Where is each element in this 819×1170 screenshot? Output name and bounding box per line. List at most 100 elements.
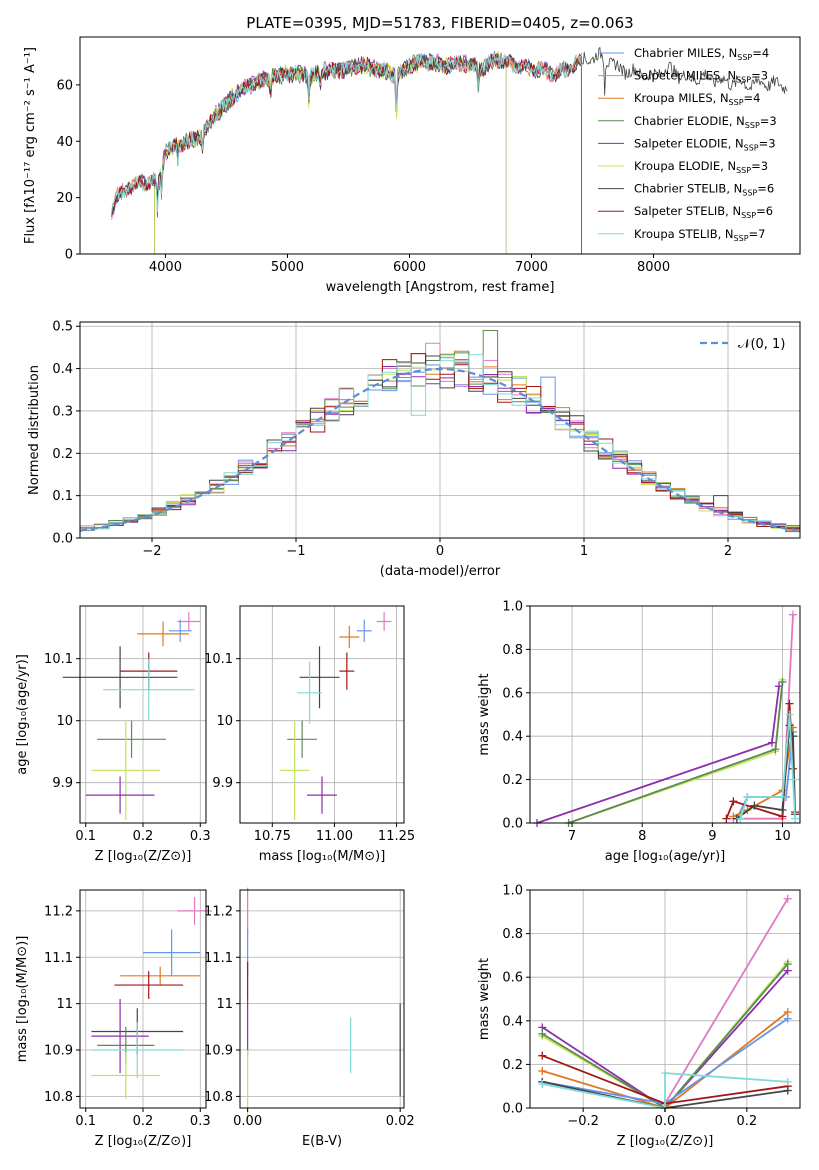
y-axis-label: age [log₁₀(age/yr)] [15, 654, 30, 775]
mass-weight-marker [767, 738, 776, 747]
y-tick-label: 1.0 [502, 600, 523, 615]
x-axis-label: Z [log₁₀(Z/Z⊙)] [95, 849, 192, 864]
x-axis-label: Z [log₁₀(Z/Z⊙)] [95, 1134, 192, 1149]
y-tick-label: 1.0 [502, 884, 523, 899]
mass-weight-series-line [733, 727, 794, 818]
errorbar-point [120, 966, 201, 986]
spectrum-panel: 4000 5000 6000 7000 8000 0 20 40 60 wavelength [A… [23, 36, 801, 295]
mass-weight-marker [736, 814, 745, 823]
y-tick-label: 11.2 [44, 904, 73, 919]
mass-weight-marker [783, 960, 792, 969]
x-tick-label: 8000 [637, 260, 670, 275]
legend-entry: Kroupa STELIB, NSSP=7 [634, 227, 765, 243]
x-tick-label: 0.3 [190, 1114, 211, 1129]
x-tick-label: −0.2 [567, 1114, 599, 1129]
mass-weight-marker [778, 792, 787, 801]
mass-weight-marker [729, 797, 738, 806]
x-tick-label: 0.02 [386, 1114, 415, 1129]
y-tick-label: 0.4 [502, 730, 523, 745]
mass-weight-marker [788, 775, 797, 784]
errorbar-point [299, 646, 340, 709]
legend-entry: Chabrier MILES, NSSP=4 [634, 46, 769, 62]
axes-frame [239, 605, 405, 824]
mass-weight-marker [538, 1080, 547, 1089]
y-tick-label: 11 [216, 997, 233, 1012]
legend-entry: Salpeter MILES, NSSP=3 [634, 69, 768, 85]
mass-weight-marker [788, 610, 797, 619]
x-tick-label: 8 [638, 829, 646, 844]
legend-entry: Salpeter STELIB, NSSP=6 [634, 204, 773, 220]
x-tick-label: 2 [724, 544, 732, 559]
y-tick-label: 10.8 [204, 1090, 233, 1105]
age-vs-mass-panel: 10.75 11.00 11.25 9.9 10 10.1 mass [log₁₀(M/M⊙… [204, 605, 415, 864]
mass-weight-marker [771, 745, 780, 754]
y-tick-label: 0.8 [502, 927, 523, 942]
normal-curve [79, 367, 801, 532]
axes-frame [239, 889, 405, 1109]
errorbar-point [137, 621, 189, 647]
y-axis-label: Flux [fλ10⁻¹⁷ erg cm⁻² s⁻¹ A⁻¹] [23, 47, 38, 244]
y-axis-label: mass weight [477, 673, 492, 755]
mass-weight-marker [785, 710, 794, 719]
x-tick-label: 0.2 [133, 1114, 154, 1129]
y-tick-label: 0.5 [52, 320, 73, 335]
x-tick-label: 5000 [271, 260, 304, 275]
x-tick-label: 10 [774, 829, 791, 844]
errorbar-point [91, 999, 149, 1074]
y-tick-label: 0.2 [502, 773, 523, 788]
mass-weight-marker [778, 677, 787, 686]
mass-weight-marker [661, 1069, 669, 1078]
mass-weight-marker [538, 1066, 547, 1075]
errorbar-point [97, 720, 166, 758]
x-axis-label: (data-model)/error [380, 564, 501, 579]
x-tick-label: −2 [142, 544, 161, 559]
y-tick-label: 0.6 [502, 971, 523, 986]
mass-weight-marker [743, 792, 752, 801]
mass-vs-EBV-panel: 0.00 0.02 10.8 10.9 11 11.1 11.2 E(B-V) [204, 887, 415, 1149]
y-tick-label: 10.1 [44, 652, 73, 667]
y-tick-label: 0.1 [52, 489, 73, 504]
y-tick-label: 10 [56, 714, 73, 729]
mass-weight-marker [750, 801, 759, 810]
errorbar-point [177, 612, 201, 631]
x-tick-label: 0.1 [75, 829, 96, 844]
x-tick-label: 0.1 [75, 1114, 96, 1129]
mass-weight-marker [785, 699, 794, 708]
mass-weight-marker [778, 805, 787, 814]
y-tick-label: 0.2 [502, 1058, 523, 1073]
errorbar-point [85, 776, 155, 814]
errorbar-point [91, 1022, 184, 1078]
massweight-vs-Z-panel: −0.2 0.0 0.2 0.0 0.2 0.4 0.6 0.8 1.0 Z [log₁₀(Z/Z… [477, 884, 801, 1149]
errorbar-point [91, 720, 161, 820]
errorbar-point [356, 619, 372, 642]
x-tick-label: 0.2 [736, 1114, 757, 1129]
legend-entry: Chabrier ELODIE, NSSP=3 [634, 114, 777, 130]
x-tick-label: 0.2 [133, 829, 154, 844]
x-tick-label: 0.0 [655, 1114, 676, 1129]
y-tick-label: 0.3 [52, 404, 73, 419]
y-tick-label: 0.4 [52, 362, 73, 377]
y-tick-label: 0.6 [502, 686, 523, 701]
y-tick-label: 0.8 [502, 643, 523, 658]
spectrum-series-line [111, 53, 582, 212]
y-tick-label: 9.9 [52, 776, 73, 791]
mass-weight-marker [783, 1077, 792, 1086]
y-tick-label: 40 [56, 135, 73, 150]
y-tick-label: 0.0 [52, 532, 73, 547]
y-tick-label: 0.0 [502, 817, 523, 832]
x-tick-label: 7000 [515, 260, 548, 275]
errorbar-point [62, 646, 178, 709]
errorbar-point [339, 652, 355, 690]
y-tick-label: 10.9 [44, 1044, 73, 1059]
x-tick-label: 7 [568, 829, 576, 844]
x-axis-label: E(B-V) [302, 1134, 342, 1149]
y-tick-label: 10.8 [44, 1090, 73, 1105]
y-axis-label: mass [log₁₀(M/M⊙)] [15, 936, 30, 1063]
errorbar-point [279, 720, 310, 820]
y-tick-label: 10.1 [204, 652, 233, 667]
x-tick-label: 0 [436, 544, 444, 559]
y-tick-label: 60 [56, 78, 73, 93]
x-tick-label: 1 [580, 544, 588, 559]
